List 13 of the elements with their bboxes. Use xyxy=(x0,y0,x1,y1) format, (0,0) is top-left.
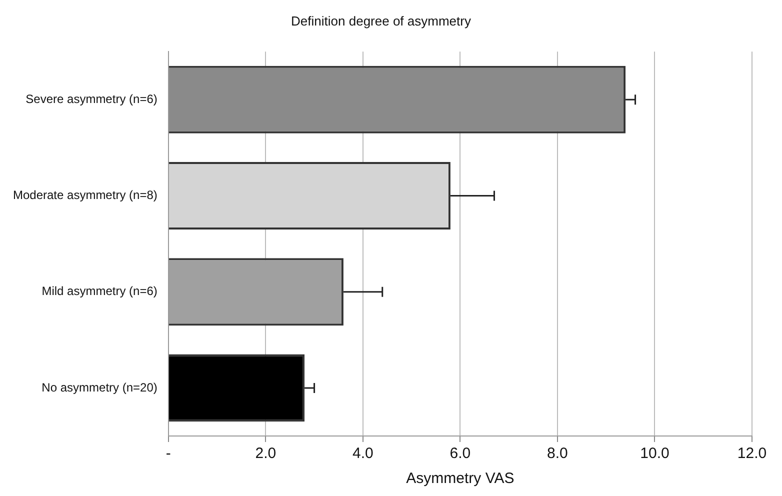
x-tick-label: 2.0 xyxy=(255,445,276,462)
y-tick-label: Severe asymmetry (n=6) xyxy=(26,92,158,106)
x-tick-label: 4.0 xyxy=(352,445,374,462)
y-tick-label: No asymmetry (n=20) xyxy=(42,380,158,394)
x-tick-label: 6.0 xyxy=(450,445,471,462)
y-tick-label: Moderate asymmetry (n=8) xyxy=(12,188,158,202)
x-tick-label: 10.0 xyxy=(640,445,670,462)
y-tick-label: Mild asymmetry (n=6) xyxy=(42,284,158,298)
chart-title: Definition degree of asymmetry xyxy=(291,13,472,28)
x-tick-label: 12.0 xyxy=(737,445,767,462)
x-tick-label: 8.0 xyxy=(547,445,568,462)
x-tick-label: - xyxy=(166,445,171,462)
x-axis-title: Asymmetry VAS xyxy=(406,470,514,488)
